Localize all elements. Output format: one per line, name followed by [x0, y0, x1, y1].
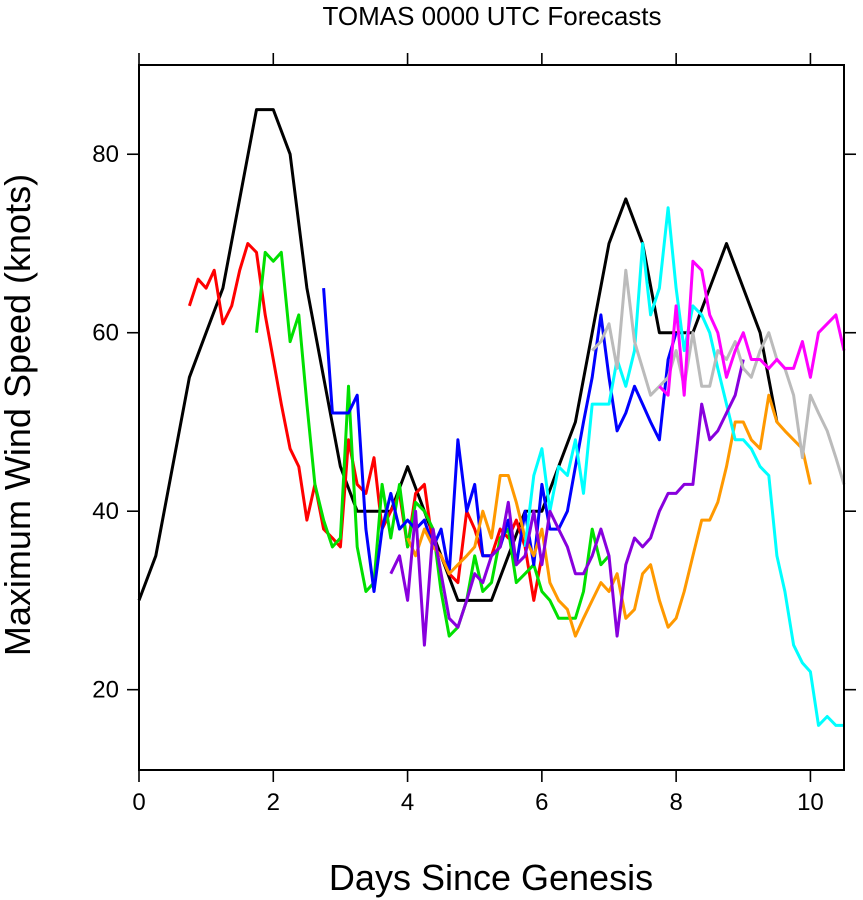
axes-layer: 0 2 4 6 8 10 20 40 60 80: [92, 53, 856, 816]
series-line-6: [523, 206, 844, 727]
x-tick-label: 8: [669, 789, 682, 816]
y-axis-label: Maximum Wind Speed (knots): [0, 174, 38, 656]
chart-title: TOMAS 0000 UTC Forecasts: [322, 1, 661, 31]
x-tick-label: 2: [267, 789, 280, 816]
x-tick-label: 0: [132, 789, 145, 816]
x-tick-label: 4: [401, 789, 414, 816]
x-tick-label: 6: [535, 789, 548, 816]
plot-frame: [138, 64, 845, 771]
x-tick-label: 10: [797, 789, 824, 816]
y-tick-label: 40: [92, 498, 119, 525]
series-line-3: [255, 250, 611, 638]
x-axis-label: Days Since Genesis: [329, 857, 653, 898]
series-line-1: [137, 108, 779, 602]
series-line-7: [389, 359, 745, 647]
series-line-9: [658, 259, 846, 397]
series-line-2: [187, 242, 544, 602]
series-line-5: [406, 393, 812, 638]
y-tick-label: 60: [92, 320, 119, 347]
series-line-8: [591, 268, 846, 485]
y-tick-label: 20: [92, 677, 119, 704]
y-tick-label: 80: [92, 141, 119, 168]
series-layer: [137, 108, 846, 727]
